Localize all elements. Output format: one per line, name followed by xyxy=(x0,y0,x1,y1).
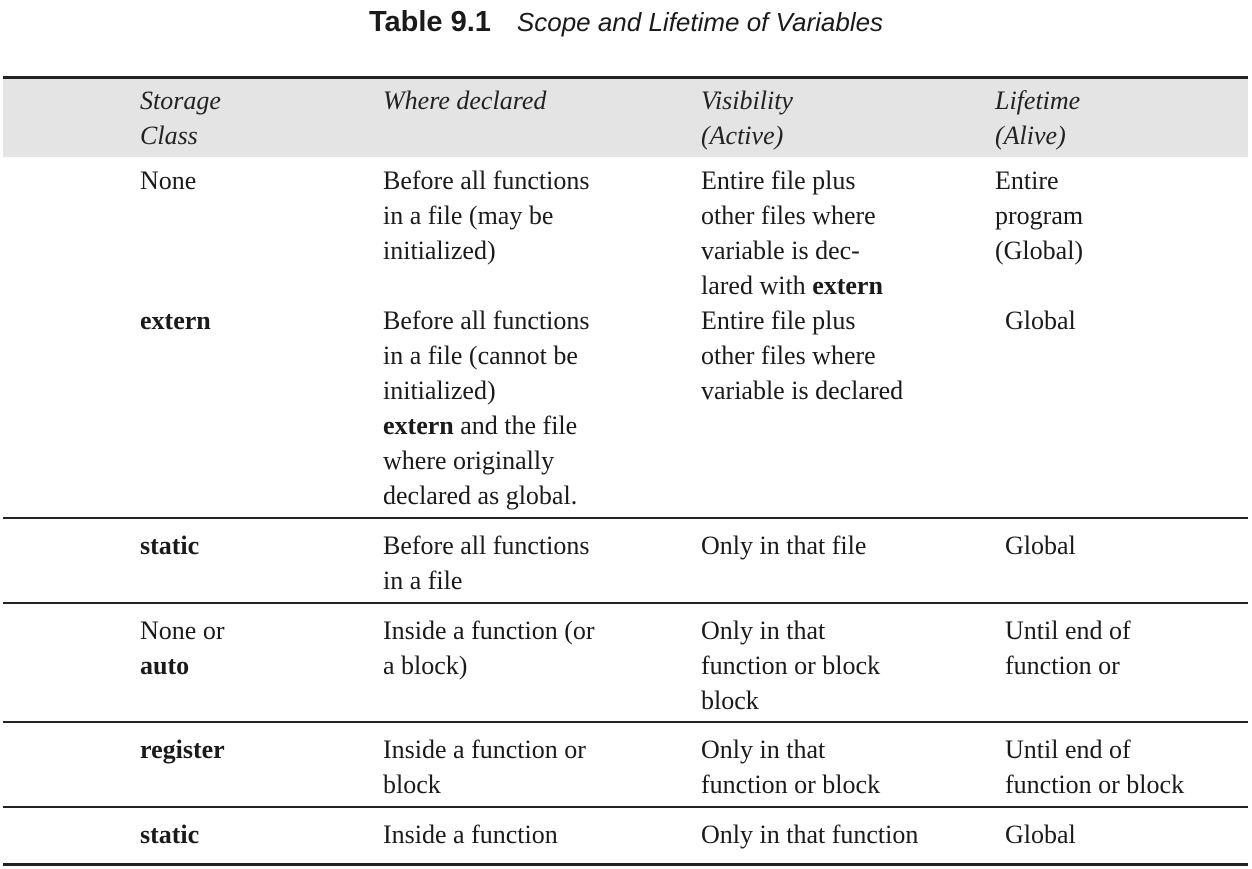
table-row: static Before all functions in a file On… xyxy=(3,519,1248,602)
table-row: extern Before all functions in a file (c… xyxy=(3,297,1248,517)
table-row: None or auto Inside a function (or a blo… xyxy=(3,604,1248,721)
top-rule xyxy=(3,76,1248,79)
row-divider xyxy=(3,602,1248,604)
cell-where: Before all functions in a file (may be i… xyxy=(383,166,590,265)
cell-where: Inside a function (or a block) xyxy=(383,616,595,680)
cell-where: Before all functions in a file xyxy=(383,531,590,595)
table-header-row: Storage Class Where declared Visibility … xyxy=(3,79,1248,157)
cell-lifetime: Global xyxy=(1005,531,1076,560)
header-where-declared: Where declared xyxy=(383,86,547,115)
cell-storage: None xyxy=(140,166,197,195)
header-storage-class: Storage Class xyxy=(140,86,221,150)
cell-storage: static xyxy=(140,531,200,560)
cell-where: Before all functions in a file (cannot b… xyxy=(383,306,590,510)
header-lifetime: Lifetime (Alive) xyxy=(995,86,1081,150)
cell-where: Inside a function or block xyxy=(383,735,586,799)
table-title: Scope and Lifetime of Variables xyxy=(516,7,884,37)
table-row: register Inside a function or block Only… xyxy=(3,723,1248,806)
cell-visibility: Entire file plus other files where varia… xyxy=(701,306,904,405)
cell-where: Inside a function xyxy=(383,820,558,849)
header-visibility: Visibility (Active) xyxy=(701,86,793,150)
cell-visibility: Only in that function xyxy=(701,820,919,849)
row-divider xyxy=(3,517,1248,519)
cell-visibility: Entire file plus other files where varia… xyxy=(701,166,883,300)
table-caption: Table 9.1 Scope and Lifetime of Variables xyxy=(0,4,1252,40)
scope-lifetime-table: Storage Class Where declared Visibility … xyxy=(3,76,1248,866)
cell-lifetime: Until end of function or block xyxy=(1005,735,1185,799)
table-number: Table 9.1 xyxy=(368,6,491,38)
row-divider xyxy=(3,806,1248,808)
cell-lifetime: Entire program (Global) xyxy=(995,166,1084,265)
table-row: None Before all functions in a file (may… xyxy=(3,157,1248,300)
cell-visibility: Only in that file xyxy=(701,531,867,560)
cell-storage: extern xyxy=(140,306,211,335)
cell-lifetime: Global xyxy=(1005,820,1076,849)
cell-storage: register xyxy=(140,735,225,764)
bottom-rule xyxy=(3,863,1248,866)
cell-storage: None or auto xyxy=(140,616,225,680)
cell-storage: static xyxy=(140,820,200,849)
row-divider xyxy=(3,721,1248,723)
cell-visibility: Only in that function or block block xyxy=(701,616,881,715)
cell-lifetime: Until end of function or xyxy=(1005,616,1131,680)
table-row: static Inside a function Only in that fu… xyxy=(3,808,1248,863)
cell-visibility: Only in that function or block xyxy=(701,735,881,799)
cell-lifetime: Global xyxy=(1005,306,1076,335)
